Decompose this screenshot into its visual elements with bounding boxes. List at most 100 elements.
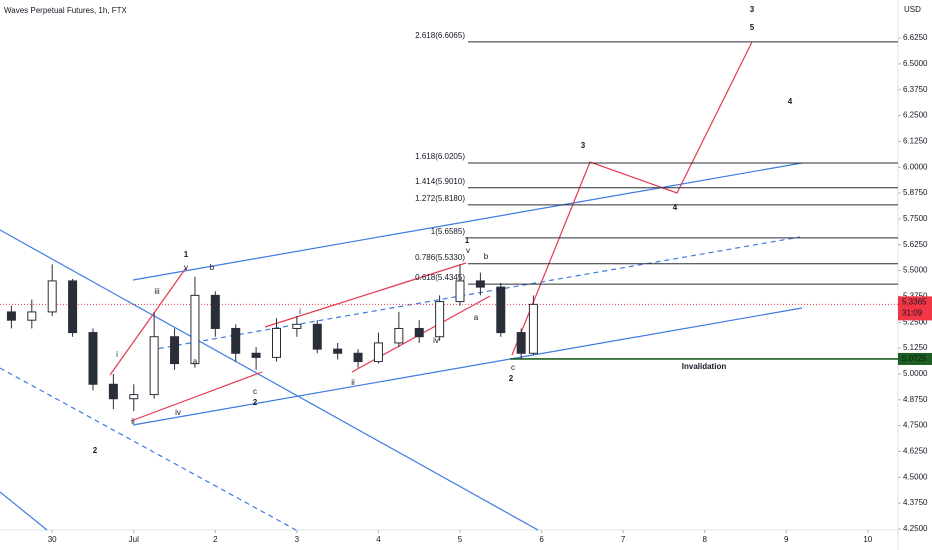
x-tick-label: 7 [621, 535, 626, 544]
candle-body [149, 336, 159, 396]
y-tick-label: 4.3750 [903, 498, 928, 507]
wave-label: c [253, 387, 257, 396]
countdown-label: 31:09 [902, 308, 923, 317]
x-tick-label: 30 [48, 535, 57, 544]
wave-label: i [116, 350, 118, 359]
y-tick-label: 6.5000 [903, 59, 928, 68]
wave-label: iii [154, 287, 160, 296]
x-tick-label: 10 [863, 535, 872, 544]
wave-label: iv [433, 336, 439, 345]
y-tick-label: 5.2500 [903, 317, 928, 326]
y-tick-label: 5.3750 [903, 292, 928, 301]
y-tick-label: 5.7500 [903, 214, 928, 223]
candle-body [373, 342, 383, 363]
y-axis-label: USD [904, 5, 921, 14]
candle-body [271, 327, 281, 358]
candle-body [251, 352, 261, 358]
trend-line [0, 491, 48, 531]
x-tick-label: Jul [129, 535, 139, 544]
candle-body [353, 352, 363, 363]
chart-title: Waves Perpetual Futures, 1h, FTX [4, 6, 128, 15]
candle-body [394, 327, 404, 344]
candle-body [129, 394, 139, 400]
y-tick-label: 4.2500 [903, 524, 928, 533]
candle-body [108, 383, 118, 400]
y-tick-label: 6.3750 [903, 85, 928, 94]
candle-body [6, 311, 16, 321]
candle-body [435, 301, 445, 338]
channel-line [132, 307, 803, 426]
y-tick-label: 5.8750 [903, 188, 928, 197]
wave-label: c [511, 363, 515, 372]
trend-line [0, 367, 297, 531]
trend-line [0, 229, 539, 531]
fib-label: 2.618(6.6065) [415, 31, 465, 40]
wave-label: 2 [509, 374, 514, 383]
candle-body [88, 332, 98, 385]
channel-line [132, 162, 803, 281]
candle-body [312, 323, 322, 350]
y-tick-label: 5.0000 [903, 369, 928, 378]
channel-line [149, 236, 801, 351]
fib-label: 0.786(5.5330) [415, 253, 465, 262]
candle-body [68, 280, 78, 334]
y-tick-label: 5.6250 [903, 240, 928, 249]
wave-label: ii [351, 378, 355, 387]
wave-label: b [210, 263, 215, 272]
x-tick-label: 4 [376, 535, 381, 544]
wave-label: 1 [184, 250, 189, 259]
candle-body [27, 311, 37, 321]
candle-body [455, 280, 465, 303]
y-tick-label: 4.7500 [903, 421, 928, 430]
y-tick-label: 5.1250 [903, 343, 928, 352]
wave-label: 5 [750, 23, 755, 32]
wave-label: 4 [673, 203, 678, 212]
candle-body [47, 280, 57, 313]
candle-body [528, 303, 538, 354]
candle-body [210, 294, 220, 329]
candle-body [170, 336, 180, 365]
invalidation-label: Invalidation [682, 362, 727, 371]
last-price-tag [898, 296, 932, 321]
wave-line [130, 371, 263, 422]
wave-projection [511, 41, 753, 356]
wave-label: b [484, 252, 489, 261]
candle-body [516, 332, 526, 354]
x-tick-label: 6 [539, 535, 544, 544]
fib-label: 0.618(5.4345) [415, 273, 465, 282]
wave-label: 2 [93, 446, 98, 455]
x-tick-label: 8 [702, 535, 707, 544]
y-tick-label: 6.1250 [903, 136, 928, 145]
wave-line [264, 262, 467, 328]
candle-body [496, 286, 506, 334]
wave-label: a [474, 313, 479, 322]
wave-label: a [193, 357, 198, 366]
candle-body [292, 323, 302, 329]
wave-label: 1 [465, 236, 470, 245]
y-tick-label: 4.8750 [903, 395, 928, 404]
wave-label: i [299, 307, 301, 316]
x-tick-label: 5 [458, 535, 463, 544]
x-tick-label: 2 [213, 535, 218, 544]
y-tick-label: 6.2500 [903, 111, 928, 120]
invalidation-tag [898, 352, 932, 365]
candle-body [231, 327, 241, 354]
wave-label: ii [131, 417, 135, 426]
x-tick-label: 3 [295, 535, 300, 544]
y-tick-label: 4.5000 [903, 472, 928, 481]
fib-label: 1.272(5.8180) [415, 194, 465, 203]
candle-body [475, 280, 485, 288]
y-tick-label: 6.0000 [903, 162, 928, 171]
y-tick-label: 4.6250 [903, 447, 928, 456]
last-price-label: 5.3365 [902, 297, 927, 306]
candle-body [414, 327, 424, 338]
wave-label: 3 [750, 5, 755, 14]
fib-label: 1.618(6.0205) [415, 152, 465, 161]
wave-label: v [184, 263, 188, 272]
candle-body [333, 348, 343, 354]
wave-label: v [466, 246, 470, 255]
fib-label: 1(5.6585) [431, 227, 466, 236]
invalidation-price-label: 5.0725 [902, 354, 927, 363]
